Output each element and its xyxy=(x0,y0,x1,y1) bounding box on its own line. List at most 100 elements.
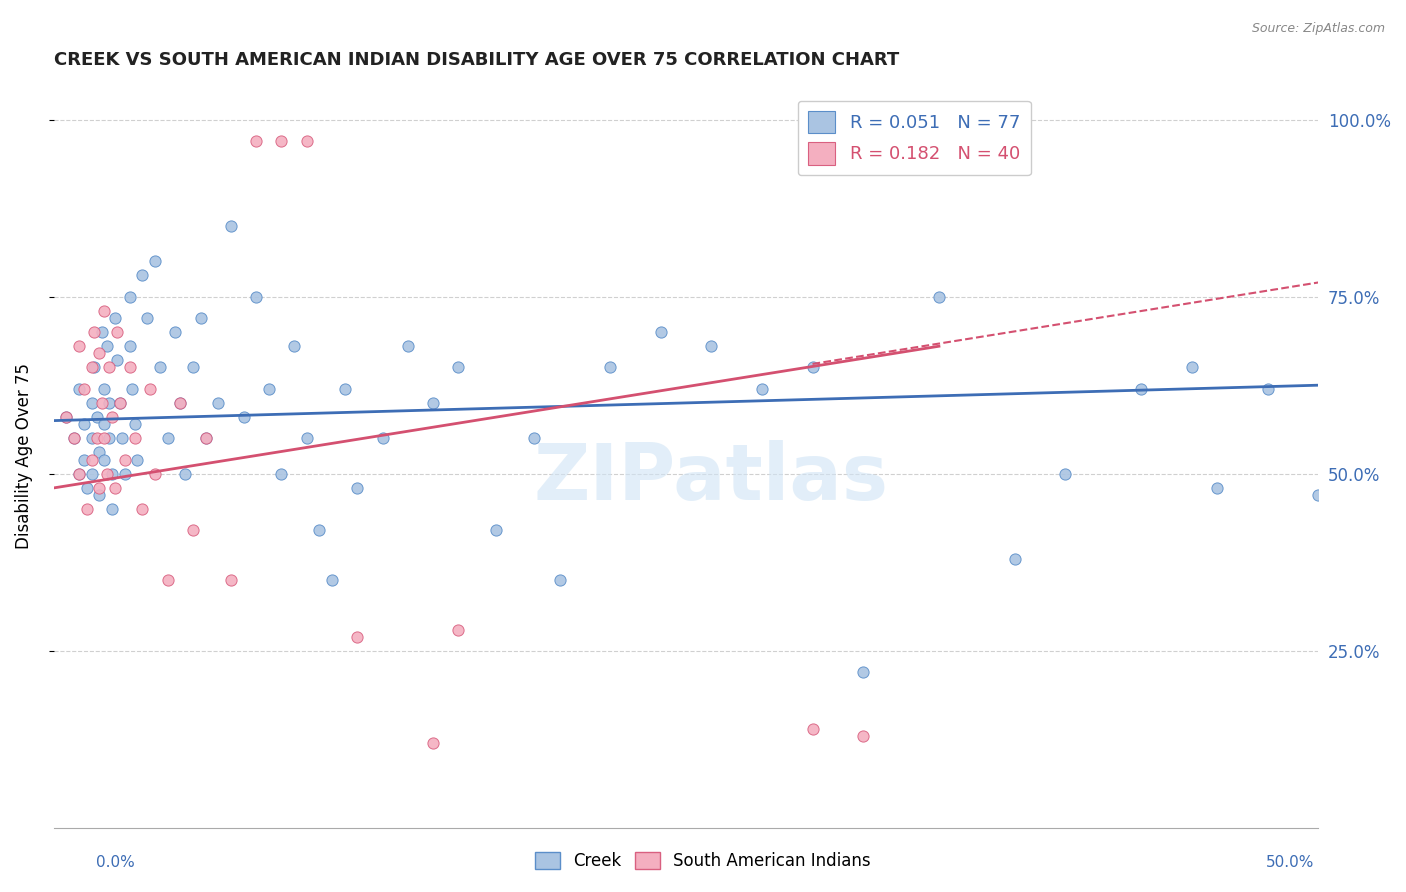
Legend: R = 0.051   N = 77, R = 0.182   N = 40: R = 0.051 N = 77, R = 0.182 N = 40 xyxy=(797,101,1031,176)
Text: CREEK VS SOUTH AMERICAN INDIAN DISABILITY AGE OVER 75 CORRELATION CHART: CREEK VS SOUTH AMERICAN INDIAN DISABILIT… xyxy=(53,51,898,69)
Point xyxy=(928,290,950,304)
Point xyxy=(270,134,292,148)
Point xyxy=(207,396,229,410)
Point xyxy=(90,396,112,410)
Point xyxy=(181,360,204,375)
Point xyxy=(321,573,343,587)
Point xyxy=(55,410,77,425)
Point xyxy=(136,310,159,325)
Point xyxy=(93,452,115,467)
Point xyxy=(118,290,141,304)
Point xyxy=(700,339,723,353)
Point xyxy=(270,467,292,481)
Point xyxy=(801,360,824,375)
Point xyxy=(63,431,86,445)
Point xyxy=(114,467,136,481)
Point xyxy=(101,410,124,425)
Point xyxy=(63,431,86,445)
Text: 50.0%: 50.0% xyxy=(1267,855,1315,870)
Point xyxy=(89,488,111,502)
Point xyxy=(156,573,179,587)
Point xyxy=(55,410,77,425)
Point xyxy=(333,382,356,396)
Text: 0.0%: 0.0% xyxy=(96,855,135,870)
Point xyxy=(80,396,103,410)
Point xyxy=(73,452,96,467)
Point xyxy=(194,431,217,445)
Point xyxy=(124,417,146,432)
Point xyxy=(169,396,191,410)
Point xyxy=(108,396,131,410)
Legend: Creek, South American Indians: Creek, South American Indians xyxy=(529,845,877,877)
Point xyxy=(93,431,115,445)
Point xyxy=(232,410,254,425)
Point xyxy=(650,325,672,339)
Point xyxy=(127,452,149,467)
Point xyxy=(371,431,394,445)
Point xyxy=(422,396,444,410)
Y-axis label: Disability Age Over 75: Disability Age Over 75 xyxy=(15,363,32,549)
Point xyxy=(103,310,125,325)
Point xyxy=(93,417,115,432)
Point xyxy=(67,382,90,396)
Point xyxy=(295,134,318,148)
Point xyxy=(156,431,179,445)
Point xyxy=(89,346,111,360)
Point xyxy=(346,481,368,495)
Point xyxy=(83,360,105,375)
Point xyxy=(67,467,90,481)
Point xyxy=(73,417,96,432)
Point xyxy=(143,467,166,481)
Point xyxy=(80,467,103,481)
Point xyxy=(751,382,773,396)
Text: ZIPatlas: ZIPatlas xyxy=(534,441,889,516)
Point xyxy=(105,325,128,339)
Point xyxy=(1257,382,1279,396)
Point xyxy=(1130,382,1153,396)
Point xyxy=(76,502,98,516)
Point xyxy=(111,431,134,445)
Point xyxy=(103,481,125,495)
Point xyxy=(93,303,115,318)
Point xyxy=(1206,481,1229,495)
Point xyxy=(257,382,280,396)
Point xyxy=(105,353,128,368)
Point xyxy=(194,431,217,445)
Point xyxy=(548,573,571,587)
Point xyxy=(485,524,508,538)
Point xyxy=(67,339,90,353)
Point xyxy=(73,382,96,396)
Point xyxy=(118,339,141,353)
Point xyxy=(149,360,172,375)
Point xyxy=(124,431,146,445)
Point xyxy=(1181,360,1204,375)
Point xyxy=(96,467,118,481)
Point xyxy=(143,254,166,268)
Point xyxy=(108,396,131,410)
Point xyxy=(447,360,470,375)
Point xyxy=(1054,467,1077,481)
Point xyxy=(295,431,318,445)
Point xyxy=(139,382,162,396)
Point xyxy=(219,219,242,233)
Point xyxy=(852,729,875,743)
Point xyxy=(80,360,103,375)
Point xyxy=(86,431,108,445)
Point xyxy=(76,481,98,495)
Point xyxy=(67,467,90,481)
Point xyxy=(396,339,419,353)
Point xyxy=(346,630,368,644)
Point xyxy=(98,360,121,375)
Point xyxy=(245,134,267,148)
Point xyxy=(169,396,191,410)
Point xyxy=(83,325,105,339)
Point xyxy=(174,467,197,481)
Point xyxy=(131,268,153,283)
Point xyxy=(131,502,153,516)
Point xyxy=(283,339,305,353)
Point xyxy=(98,431,121,445)
Point xyxy=(308,524,330,538)
Point xyxy=(89,481,111,495)
Point xyxy=(1004,551,1026,566)
Point xyxy=(190,310,212,325)
